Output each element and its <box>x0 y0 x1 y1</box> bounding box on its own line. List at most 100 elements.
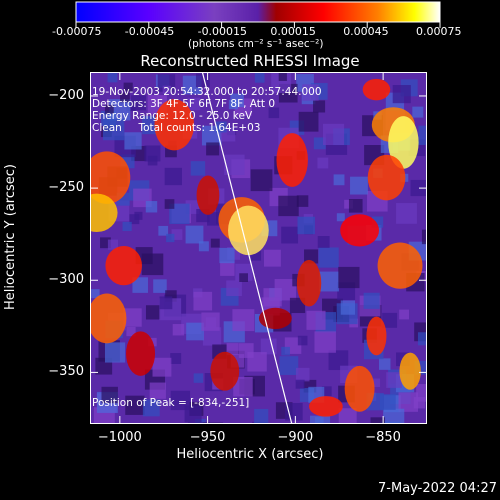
heatmap-cell <box>224 154 245 175</box>
heatmap-cell <box>126 326 136 337</box>
colorbar <box>75 1 441 28</box>
heatmap-cell <box>306 310 326 330</box>
heatmap-cell <box>313 100 326 113</box>
heatmap-cell <box>109 99 131 121</box>
heatmap-cell <box>171 229 183 240</box>
heatmap-hotspot <box>105 245 142 286</box>
heatmap-cell <box>317 235 330 248</box>
heatmap-cell <box>421 229 427 245</box>
y-tick-label: −200 <box>48 87 84 103</box>
y-tick-label: −350 <box>48 364 84 380</box>
heatmap-cell <box>215 121 227 133</box>
colorbar-tick-label: -0.00045 <box>124 25 175 38</box>
heatmap-hotspot <box>90 193 118 233</box>
heatmap-cell <box>141 253 164 276</box>
heatmap-cell <box>318 247 339 268</box>
heatmap-cell <box>220 261 235 276</box>
heatmap-cell <box>186 322 204 341</box>
heatmap-cell <box>302 84 319 101</box>
heatmap-cell <box>344 199 353 209</box>
heatmap-cell <box>296 195 309 207</box>
heatmap-cell <box>321 386 332 397</box>
heatmap-cell <box>172 324 185 336</box>
annotation-peak-position: Position of Peak = [-834,-251] <box>92 397 250 409</box>
heatmap-cell <box>198 241 209 252</box>
heatmap-cell <box>350 176 368 195</box>
heatmap-cell <box>219 247 235 264</box>
heatmap-cell <box>418 125 427 145</box>
heatmap-cell <box>254 408 269 424</box>
heatmap-hotspot <box>258 307 292 330</box>
heatmap-cell <box>162 85 171 94</box>
heatmap-cell <box>126 101 136 111</box>
heatmap-cell <box>333 174 345 186</box>
heatmap-cell <box>383 408 405 424</box>
heatmap-cell <box>170 390 191 411</box>
heatmap-cell <box>232 309 255 332</box>
annotation-total-counts: Clean Total counts: 1.64E+03 <box>92 122 261 134</box>
heatmap-hotspot <box>196 175 220 215</box>
heatmap-cell <box>338 408 357 424</box>
heatmap-cell <box>206 142 220 156</box>
heatmap-cell <box>263 249 281 267</box>
heatmap-cell <box>170 353 182 364</box>
colorbar-unit: (photons cm⁻² s⁻¹ asec⁻²) <box>188 38 324 50</box>
solar-limb-line <box>201 72 293 424</box>
heatmap-cell <box>159 296 173 310</box>
heatmap-hotspot <box>276 133 308 187</box>
heatmap-cell <box>125 395 145 415</box>
x-tick-label: −900 <box>277 430 314 445</box>
annotation-detectors: Detectors: 3F 4F 5F 6F 7F 8F, Att 0 <box>92 98 276 110</box>
heatmap-cell <box>202 327 222 346</box>
heatmap-cell <box>122 221 132 232</box>
heatmap-cell <box>158 225 169 236</box>
heatmap-cell <box>147 155 158 166</box>
heatmap-cell <box>251 250 262 261</box>
heatmap-cell <box>123 308 142 327</box>
heatmap-cell <box>371 378 381 388</box>
heatmap-cell <box>142 399 160 417</box>
colorbar-tick-label: -0.00075 <box>52 25 102 38</box>
heatmap-cell <box>281 226 299 244</box>
heatmap-cell <box>107 239 119 250</box>
heatmap-hotspot <box>399 352 421 390</box>
heatmap-cell <box>260 338 277 355</box>
heatmap-cell <box>363 292 380 309</box>
heatmap-cell <box>278 72 287 81</box>
heatmap-cell <box>123 82 133 92</box>
heatmap-cell <box>195 73 210 88</box>
heatmap-cell <box>210 238 220 248</box>
footer-timestamp: 7-May-2022 04:27 <box>378 481 497 496</box>
heatmap-cell <box>250 169 273 192</box>
heatmap-cell <box>348 199 363 213</box>
heatmap-hotspot <box>367 154 406 201</box>
heatmap-cell <box>417 332 427 346</box>
heatmap-hotspot <box>154 99 195 151</box>
heatmap-cell <box>297 216 315 235</box>
heatmap-hotspot <box>377 242 423 289</box>
heatmap-cell <box>228 99 239 110</box>
heatmap-cell <box>90 289 100 299</box>
heatmap-cell <box>370 417 386 424</box>
heatmap-cell <box>165 290 177 302</box>
heatmap-hotspot <box>210 351 240 391</box>
heatmap-cell <box>279 356 299 375</box>
heatmap-cell <box>254 73 265 83</box>
heatmap-cell <box>319 271 339 292</box>
heatmap-cell <box>100 237 111 249</box>
heatmap-cell <box>166 233 175 243</box>
heatmap-hotspot <box>309 396 343 417</box>
heatmap-cell <box>295 379 305 389</box>
heatmap-cell <box>132 277 148 293</box>
heatmap-cell <box>338 266 360 289</box>
heatmap-cell <box>164 199 175 209</box>
annotation-energy-range: Energy Range: 12.0 - 25.0 keV <box>92 110 253 122</box>
heatmap-cell <box>152 357 172 377</box>
heatmap-cell <box>317 157 329 169</box>
heatmap-cell <box>297 335 308 346</box>
heatmap-cell <box>410 179 427 197</box>
heatmap-cell <box>398 392 419 412</box>
heatmap-cell <box>314 331 336 353</box>
heatmap-cell <box>104 342 126 363</box>
